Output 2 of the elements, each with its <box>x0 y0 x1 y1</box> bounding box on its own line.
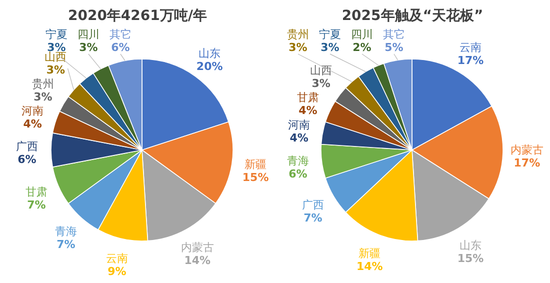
title: 2025年触及“天花板” <box>342 8 484 24</box>
title: 2020年4261万吨/年 <box>68 8 208 24</box>
